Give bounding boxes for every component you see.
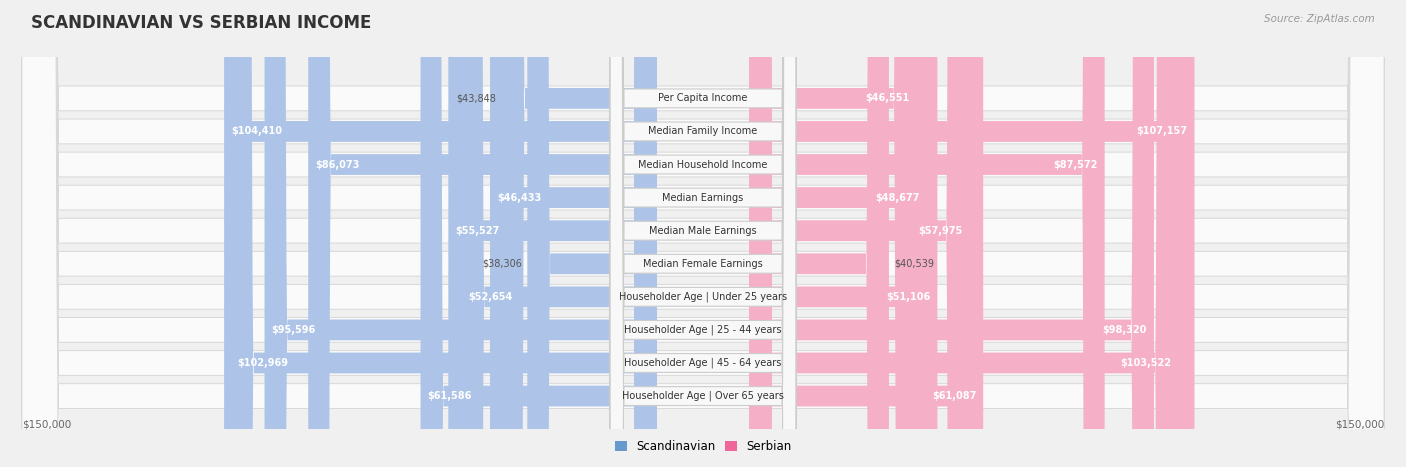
FancyBboxPatch shape <box>527 0 657 467</box>
Text: $103,522: $103,522 <box>1121 358 1171 368</box>
Text: Median Family Income: Median Family Income <box>648 127 758 136</box>
FancyBboxPatch shape <box>610 0 796 467</box>
FancyBboxPatch shape <box>22 0 1384 467</box>
FancyBboxPatch shape <box>449 0 657 467</box>
Text: Householder Age | Over 65 years: Householder Age | Over 65 years <box>621 391 785 401</box>
FancyBboxPatch shape <box>22 0 1384 467</box>
FancyBboxPatch shape <box>420 0 657 467</box>
FancyBboxPatch shape <box>491 0 657 467</box>
FancyBboxPatch shape <box>749 0 1195 467</box>
FancyBboxPatch shape <box>502 0 657 467</box>
Text: $46,551: $46,551 <box>865 93 910 103</box>
FancyBboxPatch shape <box>22 0 1384 467</box>
FancyBboxPatch shape <box>610 0 796 467</box>
Legend: Scandinavian, Serbian: Scandinavian, Serbian <box>614 440 792 453</box>
Text: $43,848: $43,848 <box>457 93 496 103</box>
FancyBboxPatch shape <box>749 0 1154 467</box>
Text: Median Male Earnings: Median Male Earnings <box>650 226 756 236</box>
Text: $48,677: $48,677 <box>875 192 920 203</box>
Text: Per Capita Income: Per Capita Income <box>658 93 748 103</box>
Text: Median Female Earnings: Median Female Earnings <box>643 259 763 269</box>
Text: Source: ZipAtlas.com: Source: ZipAtlas.com <box>1264 14 1375 24</box>
FancyBboxPatch shape <box>22 0 1384 467</box>
Text: $55,527: $55,527 <box>456 226 499 236</box>
Text: Median Earnings: Median Earnings <box>662 192 744 203</box>
FancyBboxPatch shape <box>22 0 1384 467</box>
FancyBboxPatch shape <box>264 0 657 467</box>
FancyBboxPatch shape <box>224 0 657 467</box>
FancyBboxPatch shape <box>22 0 1384 467</box>
FancyBboxPatch shape <box>231 0 657 467</box>
FancyBboxPatch shape <box>610 0 796 467</box>
FancyBboxPatch shape <box>749 0 889 467</box>
Text: $107,157: $107,157 <box>1136 127 1188 136</box>
FancyBboxPatch shape <box>610 0 796 467</box>
Text: Householder Age | 25 - 44 years: Householder Age | 25 - 44 years <box>624 325 782 335</box>
FancyBboxPatch shape <box>610 0 796 467</box>
Text: $150,000: $150,000 <box>22 419 72 429</box>
Text: $61,087: $61,087 <box>932 391 976 401</box>
Text: Householder Age | 45 - 64 years: Householder Age | 45 - 64 years <box>624 358 782 368</box>
Text: $38,306: $38,306 <box>482 259 522 269</box>
Text: $51,106: $51,106 <box>886 292 931 302</box>
FancyBboxPatch shape <box>749 0 983 467</box>
Text: $52,654: $52,654 <box>468 292 513 302</box>
FancyBboxPatch shape <box>610 0 796 467</box>
Text: $102,969: $102,969 <box>238 358 288 368</box>
FancyBboxPatch shape <box>749 0 917 467</box>
Text: $40,539: $40,539 <box>894 259 935 269</box>
Text: $95,596: $95,596 <box>271 325 316 335</box>
FancyBboxPatch shape <box>308 0 657 467</box>
FancyBboxPatch shape <box>610 0 796 467</box>
Text: Householder Age | Under 25 years: Householder Age | Under 25 years <box>619 291 787 302</box>
FancyBboxPatch shape <box>22 0 1384 467</box>
Text: $87,572: $87,572 <box>1053 160 1098 170</box>
FancyBboxPatch shape <box>610 0 796 467</box>
FancyBboxPatch shape <box>22 0 1384 467</box>
Text: $61,586: $61,586 <box>427 391 472 401</box>
FancyBboxPatch shape <box>461 0 657 467</box>
FancyBboxPatch shape <box>22 0 1384 467</box>
Text: $57,975: $57,975 <box>918 226 962 236</box>
FancyBboxPatch shape <box>22 0 1384 467</box>
Text: $86,073: $86,073 <box>315 160 360 170</box>
Text: SCANDINAVIAN VS SERBIAN INCOME: SCANDINAVIAN VS SERBIAN INCOME <box>31 14 371 32</box>
Text: $46,433: $46,433 <box>496 192 541 203</box>
FancyBboxPatch shape <box>749 0 1105 467</box>
FancyBboxPatch shape <box>749 0 927 467</box>
Text: Median Household Income: Median Household Income <box>638 160 768 170</box>
Text: $150,000: $150,000 <box>1334 419 1384 429</box>
Text: $98,320: $98,320 <box>1102 325 1147 335</box>
FancyBboxPatch shape <box>749 0 1178 467</box>
FancyBboxPatch shape <box>749 0 938 467</box>
FancyBboxPatch shape <box>610 0 796 467</box>
FancyBboxPatch shape <box>610 0 796 467</box>
Text: $104,410: $104,410 <box>231 127 283 136</box>
FancyBboxPatch shape <box>749 0 969 467</box>
